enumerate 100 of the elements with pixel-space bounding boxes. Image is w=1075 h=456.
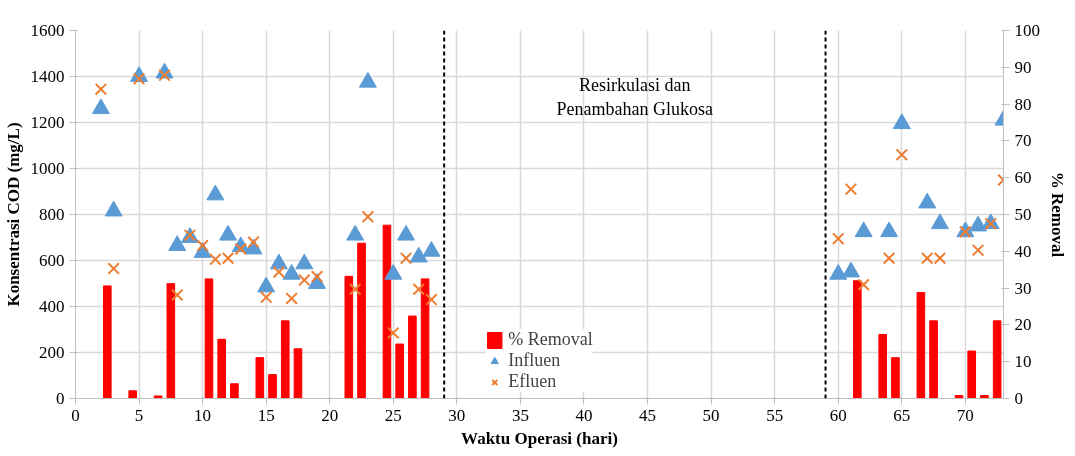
point	[346, 224, 365, 241]
point	[854, 221, 873, 238]
bar	[293, 348, 303, 399]
point	[844, 182, 858, 196]
point	[831, 232, 845, 245]
y-tick-label: 800	[39, 205, 65, 224]
x-tick-label: 0	[71, 405, 80, 425]
point	[234, 242, 248, 256]
bar	[230, 383, 239, 399]
x-tick-label: 20	[321, 405, 339, 425]
y-tick-label: 1600	[30, 21, 65, 40]
x-tick-label: 60	[829, 405, 847, 425]
point	[969, 215, 988, 232]
bar	[382, 224, 392, 399]
x-tick-label: 10	[194, 405, 212, 425]
x-axis-title: Waktu Operasi (hari)	[461, 428, 618, 448]
point	[880, 221, 899, 238]
bar	[128, 390, 138, 399]
y2-tick-label: 90	[1014, 57, 1032, 77]
x-tick-label: 15	[257, 405, 275, 425]
y-tick-label: 1400	[30, 67, 65, 86]
point	[930, 213, 949, 230]
x-tick-label: 65	[893, 405, 911, 425]
bar	[929, 320, 938, 399]
point	[384, 263, 403, 280]
y-tick-label: 0	[56, 389, 65, 408]
bar	[916, 292, 926, 399]
y2-tick-label: 10	[1014, 352, 1032, 372]
bar	[992, 320, 1002, 399]
point	[282, 263, 301, 280]
y2-tick-label: 20	[1014, 315, 1032, 335]
x-tick-label: 50	[702, 405, 720, 425]
y-tick-label: 1000	[30, 159, 65, 178]
point	[399, 251, 413, 265]
y2-tick-label: 30	[1014, 278, 1032, 298]
point	[168, 235, 187, 251]
bar	[268, 374, 277, 399]
point	[895, 148, 909, 161]
point	[107, 262, 120, 275]
point	[918, 192, 937, 209]
legend-label: Influen	[508, 350, 561, 371]
y2-tick-label: 60	[1014, 168, 1032, 188]
y-tick-label: 600	[39, 251, 65, 270]
y-tick-label: 200	[39, 343, 65, 362]
y2-axis-title: % Removal	[1048, 171, 1067, 258]
bar	[204, 278, 214, 399]
y2-tick-label: 70	[1014, 131, 1032, 151]
y2-tick-label: 40	[1014, 241, 1032, 261]
point	[971, 243, 985, 257]
point	[422, 240, 441, 257]
x-tick-label: 55	[766, 405, 784, 425]
x-tick-label: 45	[639, 405, 657, 425]
bar	[420, 278, 430, 399]
point	[409, 246, 428, 263]
y2-tick-label: 0	[1014, 389, 1023, 408]
point	[206, 184, 225, 201]
point	[219, 224, 238, 241]
y2-tick-label: 100	[1014, 21, 1040, 40]
bar	[891, 357, 900, 399]
x-tick-label: 30	[448, 405, 466, 425]
point	[298, 273, 311, 287]
legend-label: Efluen	[508, 371, 557, 392]
point	[257, 276, 276, 293]
bar	[255, 357, 265, 399]
y-tick-label: 400	[39, 297, 65, 316]
point	[829, 263, 848, 280]
point	[259, 291, 273, 304]
bar	[395, 343, 404, 399]
bar	[852, 280, 862, 399]
bar	[166, 283, 176, 399]
x-tick-label: 5	[134, 405, 144, 425]
bar	[967, 350, 977, 399]
bar	[344, 275, 354, 399]
legend-label: % Removal	[508, 329, 593, 350]
bar	[878, 333, 888, 399]
bar	[217, 338, 227, 399]
bar	[357, 242, 366, 399]
point	[425, 293, 438, 306]
point	[387, 326, 400, 340]
point	[285, 292, 298, 305]
point	[247, 235, 260, 249]
y2-tick-label: 80	[1014, 94, 1032, 114]
x-tick-label: 35	[511, 405, 529, 425]
y-tick-label: 1200	[30, 113, 65, 132]
y-axis-title: Konsentrasi COD (mg/L)	[3, 122, 23, 307]
point	[104, 200, 123, 217]
point	[892, 113, 911, 130]
point	[412, 282, 426, 296]
bar	[280, 320, 290, 399]
point	[361, 210, 375, 224]
bar	[102, 285, 112, 399]
point	[882, 251, 896, 265]
point	[397, 224, 416, 241]
bar	[408, 315, 417, 399]
point	[170, 288, 184, 302]
x-tick-label: 40	[575, 405, 593, 425]
point	[984, 217, 998, 230]
point	[348, 282, 362, 296]
point	[857, 278, 870, 291]
point	[295, 253, 314, 270]
